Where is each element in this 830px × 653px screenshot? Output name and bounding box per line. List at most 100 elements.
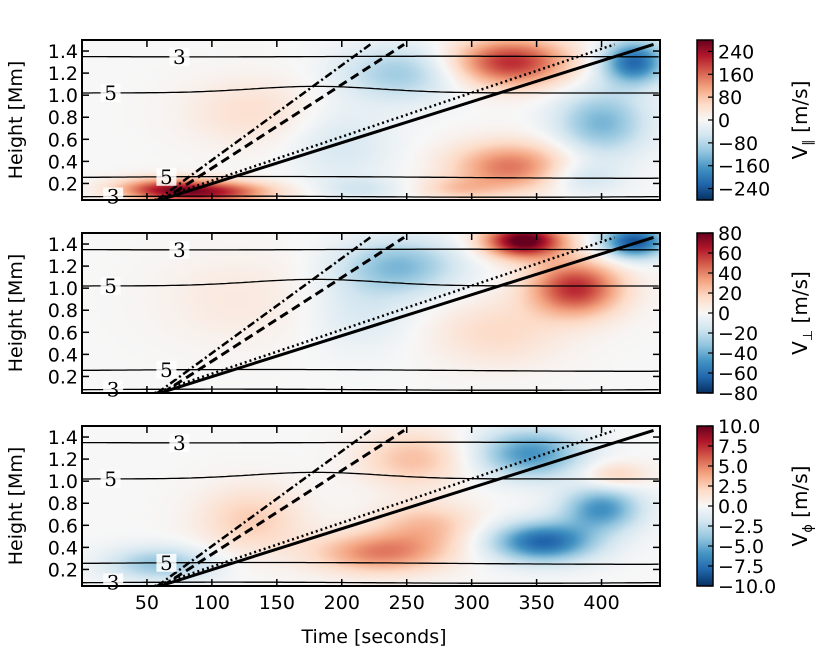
ray-solid	[159, 235, 654, 393]
contour-label-bg	[100, 469, 121, 488]
colorbar-title: V∥ [m/s]	[788, 81, 816, 160]
x-ticks	[146, 40, 603, 200]
colorbar-tick-label: −240	[718, 179, 770, 201]
x-tick-label: 250	[389, 592, 425, 614]
x-tick-label: 150	[259, 592, 295, 614]
colorbar-tick-label: 60	[718, 243, 742, 265]
y-tick-label: 1.2	[48, 63, 78, 85]
y-tick-label: 0.2	[48, 173, 78, 195]
contour-label: 5	[160, 551, 173, 575]
contour-label: 5	[104, 274, 117, 298]
contour-label-bg	[156, 553, 177, 572]
y-tick-label: 0.6	[48, 322, 78, 344]
ray-dashed	[161, 429, 405, 586]
colorbar-tick-label: −60	[718, 363, 758, 385]
axes-frame	[81, 39, 661, 201]
x-tick-label: 400	[583, 592, 619, 614]
contour-label-bg	[169, 240, 190, 259]
contour-label-bg	[100, 276, 121, 295]
y-ticks: 0.20.40.60.81.01.21.4	[48, 234, 660, 388]
contour-label: 3	[107, 571, 120, 595]
contour-line	[82, 195, 659, 198]
x-tick-label: 200	[324, 592, 360, 614]
ray-dashdot	[156, 236, 372, 393]
y-tick-label: 0.4	[48, 151, 78, 173]
contour-line	[82, 388, 659, 391]
colorbar-tick-label: 240	[718, 41, 754, 63]
colorbar-tick-label: −80	[718, 383, 758, 405]
contour-line	[82, 278, 659, 287]
colorbar-tick-label: 40	[718, 263, 742, 285]
axes-frame	[81, 425, 661, 587]
contour-label-bg	[103, 573, 124, 592]
overlay-lines	[82, 428, 659, 586]
contour-label: 5	[160, 358, 173, 382]
contour-label-bg	[156, 167, 177, 186]
colorbar-tick-label: 160	[718, 64, 754, 86]
colorbar-tick-label: −2.5	[718, 516, 764, 538]
contour-label: 5	[104, 81, 117, 105]
colorbar-title: Vϕ [m/s]	[788, 466, 816, 547]
y-ticks: 0.20.40.60.81.01.21.4	[48, 41, 660, 195]
ray-dotted	[154, 43, 615, 200]
contour-line	[82, 581, 659, 584]
contour-label-bg	[156, 360, 177, 379]
y-axis-label: Height [Mm]	[5, 254, 27, 373]
y-tick-label: 0.8	[48, 107, 78, 129]
x-tick-label: 100	[194, 592, 230, 614]
y-tick-label: 0.2	[48, 366, 78, 388]
y-tick-label: 1.4	[48, 427, 78, 449]
heatmap-parallel	[82, 40, 660, 200]
heatmap-perpendicular	[82, 233, 660, 393]
x-tick-label: 300	[454, 592, 490, 614]
x-axis-label: Time [seconds]	[300, 626, 446, 648]
colorbar-tick-label: 2.5	[718, 476, 748, 498]
y-tick-label: 0.6	[48, 515, 78, 537]
ray-dotted	[154, 429, 615, 586]
y-tick-label: 1.2	[48, 256, 78, 278]
contour-label: 5	[160, 165, 173, 189]
colorbar-tick-label: 20	[718, 283, 742, 305]
x-tick-label: 50	[135, 592, 159, 614]
colorbar-title: V⊥ [m/s]	[788, 271, 816, 355]
colorbar-tick-label: 80	[718, 87, 742, 109]
contour-line	[82, 441, 659, 444]
contour-line	[82, 248, 659, 251]
y-tick-label: 1.0	[48, 471, 78, 493]
y-tick-label: 0.4	[48, 344, 78, 366]
colorbar-tick-label: −160	[718, 156, 770, 178]
colorbar-tick-label: 10.0	[718, 416, 760, 438]
overlay-lines	[82, 42, 659, 200]
colorbar-tick-label: 5.0	[718, 456, 748, 478]
x-ticks: 50 100 150 200 250 300 350 400	[135, 426, 620, 614]
contour-line	[82, 85, 659, 94]
y-tick-label: 0.8	[48, 300, 78, 322]
colorbar-tick-label: 0	[718, 110, 730, 132]
ray-dashdot	[156, 43, 372, 200]
ray-dotted	[154, 236, 615, 393]
contour-label-bg	[169, 47, 190, 66]
contour-label-bg	[100, 83, 121, 102]
ray-dashed	[161, 236, 405, 393]
heatmap-azimuthal	[82, 426, 660, 586]
ray-dashed	[161, 43, 405, 200]
colorbar-tick-label: 80	[718, 223, 742, 245]
y-axis-label: Height [Mm]	[5, 61, 27, 180]
ray-solid	[159, 428, 654, 586]
contour-label: 3	[173, 45, 186, 69]
colorbar-gradient	[697, 40, 713, 200]
y-tick-label: 0.2	[48, 559, 78, 581]
y-tick-label: 0.6	[48, 129, 78, 151]
y-tick-label: 1.0	[48, 278, 78, 300]
y-tick-label: 0.4	[48, 537, 78, 559]
contour-label-bg	[169, 433, 190, 452]
y-tick-label: 0.8	[48, 493, 78, 515]
y-tick-label: 1.4	[48, 41, 78, 63]
y-tick-label: 1.0	[48, 85, 78, 107]
colorbar-tick-label: −20	[718, 323, 758, 345]
axes-frame	[81, 232, 661, 394]
